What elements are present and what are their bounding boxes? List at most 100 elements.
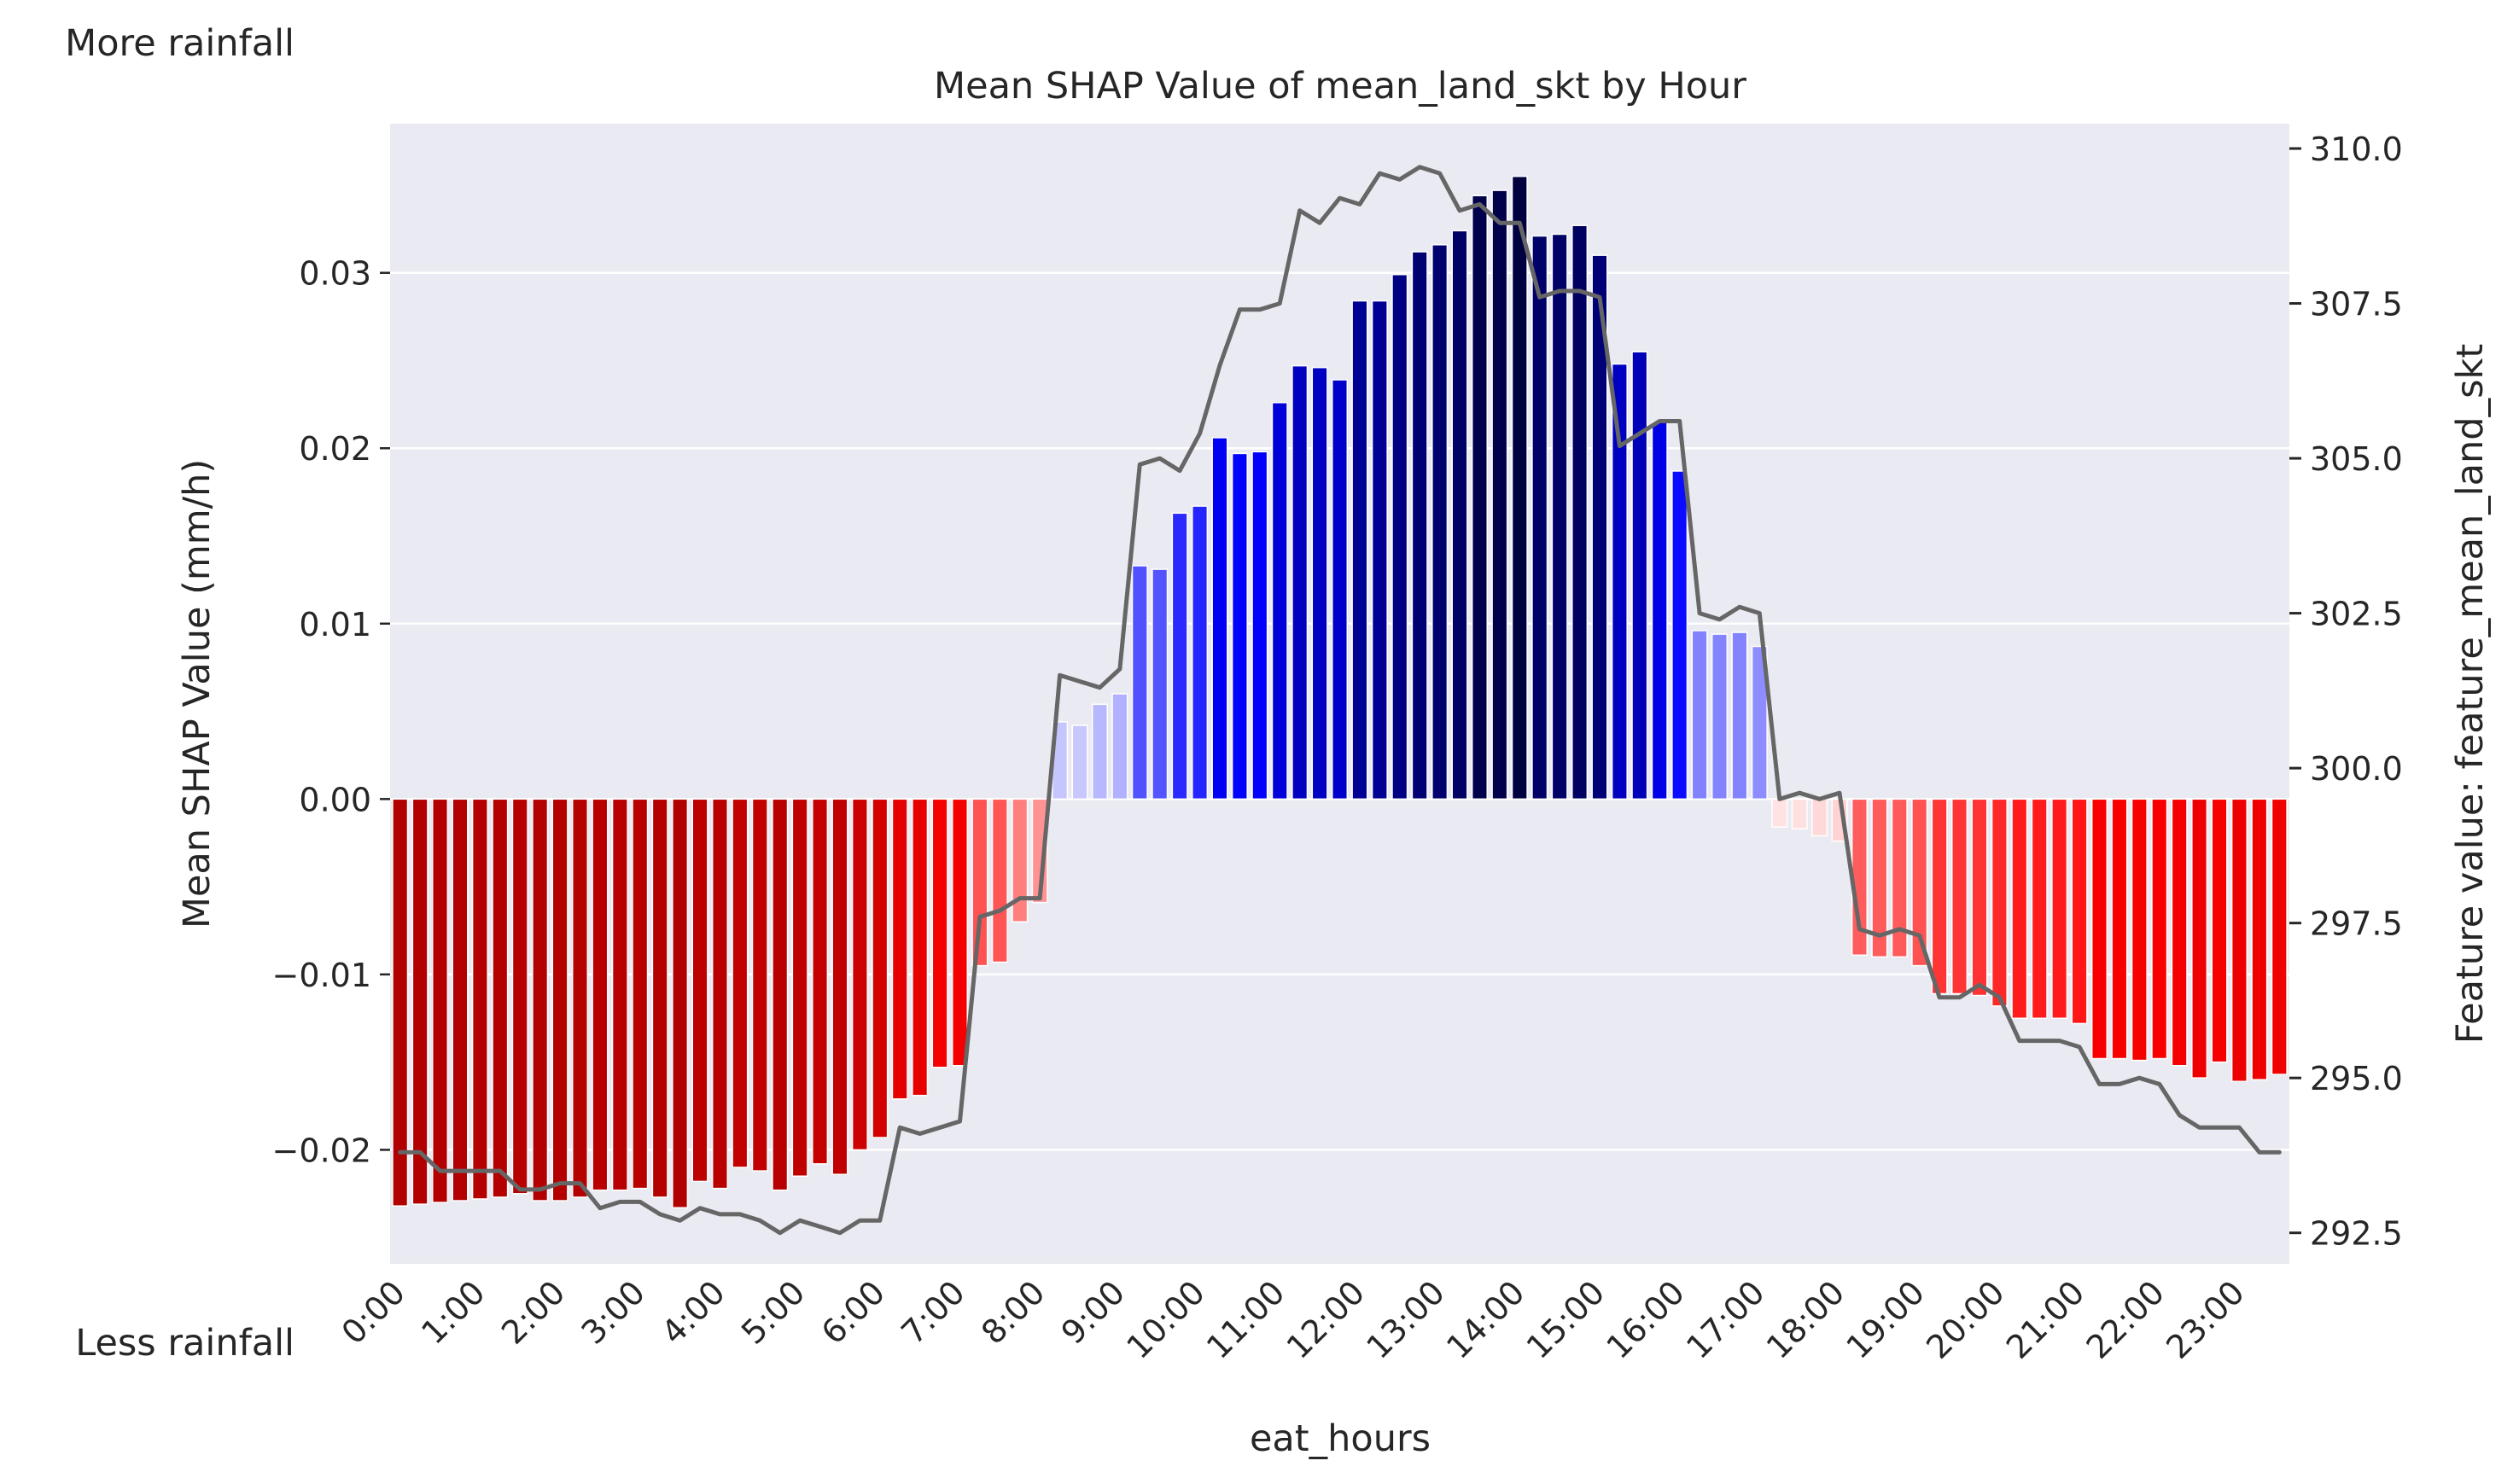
shap-bar bbox=[1171, 512, 1188, 800]
shap-bar bbox=[1931, 798, 1948, 995]
shap-bar bbox=[2211, 798, 2228, 1063]
shap-bar bbox=[951, 798, 969, 1067]
shap-bar bbox=[812, 798, 829, 1165]
shap-bar bbox=[1731, 631, 1748, 800]
shap-bar bbox=[971, 798, 988, 967]
left-tick-label: 0.01 bbox=[299, 606, 371, 643]
right-tick-label: 310.0 bbox=[2310, 131, 2403, 168]
shap-bar bbox=[1611, 363, 1628, 800]
less-rainfall-label: Less rainfall bbox=[75, 1322, 294, 1365]
shap-bar bbox=[551, 798, 568, 1202]
shap-bar bbox=[1991, 798, 2008, 1007]
shap-bar bbox=[2271, 798, 2288, 1075]
shap-bar bbox=[751, 798, 768, 1172]
shap-bar bbox=[432, 798, 449, 1203]
shap-bar bbox=[1091, 703, 1108, 800]
shap-bar bbox=[392, 798, 409, 1207]
x-axis-ticks: 0:00 1:00 2:00 3:00 4:00 5:00 6:00 7:00 8:00 9:00… bbox=[335, 1273, 2252, 1366]
more-rainfall-label: More rainfall bbox=[65, 22, 294, 65]
right-tick-label: 307.5 bbox=[2310, 286, 2403, 323]
shap-bar bbox=[1471, 195, 1488, 800]
right-tick-label: 305.0 bbox=[2310, 440, 2403, 478]
shap-bar bbox=[2031, 798, 2048, 1019]
x-tick-label: 22:00 bbox=[2079, 1273, 2172, 1366]
shap-bar bbox=[1771, 798, 1788, 828]
right-tick-label: 300.0 bbox=[2310, 750, 2403, 788]
shap-bar bbox=[1071, 725, 1088, 800]
x-tick-label: 8:00 bbox=[974, 1273, 1052, 1351]
y2-axis-label: Feature value: feature_mean_land_skt bbox=[2449, 344, 2492, 1044]
x-tick-label: 5:00 bbox=[734, 1273, 812, 1351]
feature-value-line bbox=[398, 165, 2282, 1236]
shap-bar bbox=[411, 798, 429, 1205]
shap-bar bbox=[1331, 379, 1349, 800]
shap-bar bbox=[1371, 300, 1388, 800]
shap-bar bbox=[632, 798, 649, 1190]
shap-bar bbox=[1711, 633, 1729, 800]
shap-bar bbox=[1791, 798, 1808, 830]
shap-bar bbox=[592, 798, 609, 1191]
x-tick-label: 19:00 bbox=[1840, 1273, 1933, 1366]
x-axis-label: eat_hours bbox=[1250, 1417, 1431, 1460]
shap-bar bbox=[651, 798, 668, 1198]
shap-bar bbox=[2111, 798, 2128, 1060]
shap-bar bbox=[831, 798, 848, 1175]
shap-bar bbox=[1871, 798, 1888, 958]
x-tick-label: 12:00 bbox=[1280, 1273, 1373, 1366]
x-tick-label: 18:00 bbox=[1759, 1273, 1852, 1366]
shap-bar bbox=[1651, 421, 1668, 800]
x-tick-label: 7:00 bbox=[894, 1273, 971, 1351]
shap-bar bbox=[2011, 798, 2028, 1019]
shap-bar bbox=[1811, 798, 1828, 837]
shap-bar bbox=[532, 798, 549, 1202]
x-tick-label: 15:00 bbox=[1519, 1273, 1612, 1366]
shap-bar bbox=[1231, 452, 1248, 800]
shap-bar bbox=[891, 798, 908, 1100]
shap-bar bbox=[2071, 798, 2088, 1025]
shap-bar bbox=[2230, 798, 2248, 1082]
shap-bar bbox=[2171, 798, 2188, 1067]
right-tick-label: 302.5 bbox=[2310, 596, 2403, 633]
shap-bar bbox=[452, 798, 469, 1202]
shap-bar bbox=[1911, 798, 1928, 967]
x-tick-label: 1:00 bbox=[414, 1273, 492, 1351]
shap-bar bbox=[1411, 251, 1428, 800]
shap-bar bbox=[2251, 798, 2268, 1080]
shap-bar bbox=[1691, 630, 1708, 800]
x-tick-label: 17:00 bbox=[1679, 1273, 1772, 1366]
bars bbox=[392, 175, 2288, 1208]
shap-bar bbox=[511, 798, 528, 1195]
shap-bar bbox=[2151, 798, 2168, 1060]
left-tick-label: 0.03 bbox=[299, 255, 371, 293]
shap-bar bbox=[1311, 366, 1328, 800]
shap-bar bbox=[1451, 230, 1468, 800]
shap-bar bbox=[711, 798, 728, 1190]
shap-bar bbox=[1571, 224, 1589, 800]
shap-bar bbox=[1431, 244, 1449, 800]
shap-bar bbox=[912, 798, 929, 1097]
right-axis-ticks: 292.5 295.0 297.5 300.0 302.5 305.0 307.5 310.0 bbox=[2289, 131, 2403, 1253]
shap-bar bbox=[1631, 351, 1648, 800]
shap-bar bbox=[1111, 693, 1128, 800]
shap-bar bbox=[1671, 470, 1688, 800]
left-tick-label: 0.02 bbox=[299, 430, 371, 468]
shap-bar bbox=[1211, 437, 1228, 800]
shap-bar bbox=[691, 798, 708, 1183]
shap-bar bbox=[872, 798, 889, 1138]
x-tick-label: 0:00 bbox=[335, 1273, 412, 1351]
shap-bar bbox=[851, 798, 868, 1151]
shap-bar bbox=[672, 798, 689, 1208]
left-axis-ticks: −0.02 −0.01 0.00 0.01 0.02 0.03 bbox=[272, 255, 390, 1169]
shap-bar bbox=[1591, 254, 1608, 800]
shap-bar bbox=[791, 798, 808, 1177]
x-tick-label: 21:00 bbox=[1999, 1273, 2092, 1366]
x-tick-label: 2:00 bbox=[494, 1273, 572, 1351]
y-axis-label: Mean SHAP Value (mm/h) bbox=[176, 459, 219, 928]
shap-bar bbox=[571, 798, 589, 1198]
shap-bar bbox=[1192, 505, 1209, 800]
shap-bar bbox=[1012, 798, 1029, 922]
shap-bar bbox=[1251, 451, 1268, 800]
shap-bar bbox=[2051, 798, 2068, 1019]
left-tick-label: 0.00 bbox=[299, 781, 371, 818]
